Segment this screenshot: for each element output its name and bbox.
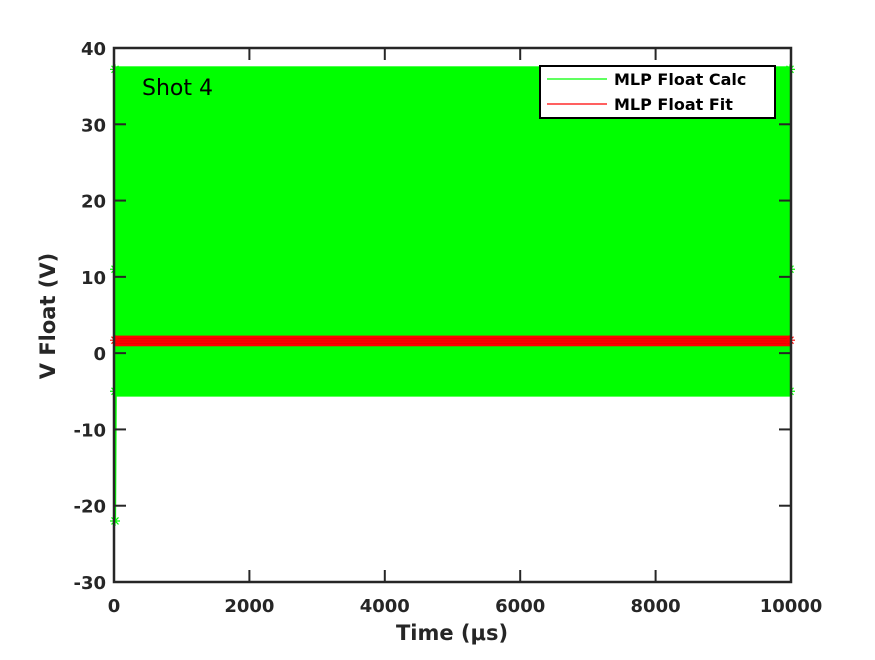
y-tick-label: 0 (93, 344, 106, 365)
y-tick-label: 20 (81, 192, 106, 213)
y-tick-label: 40 (81, 39, 106, 60)
x-tick-label: 8000 (631, 596, 681, 617)
legend-box (539, 65, 776, 119)
legend-entry-calc: MLP Float Calc (614, 70, 746, 89)
x-tick-label: 10000 (760, 596, 823, 617)
legend-entry-fit: MLP Float Fit (614, 95, 733, 114)
y-tick-label: -20 (73, 497, 106, 518)
x-tick-label: 4000 (360, 596, 410, 617)
y-tick-label: -10 (73, 420, 106, 441)
x-axis-label: Time (μs) (396, 621, 508, 645)
x-tick-label: 6000 (495, 596, 545, 617)
y-tick-label: -30 (73, 573, 106, 594)
x-tick-label: 2000 (224, 596, 274, 617)
y-tick-label: 30 (81, 115, 106, 136)
plot-frame (112, 46, 793, 584)
y-tick-label: 10 (81, 268, 106, 289)
y-axis-label: V Float (V) (36, 253, 60, 380)
series-fit (110, 335, 795, 347)
shot-annotation: Shot 4 (142, 76, 213, 101)
x-tick-label: 0 (108, 596, 121, 617)
